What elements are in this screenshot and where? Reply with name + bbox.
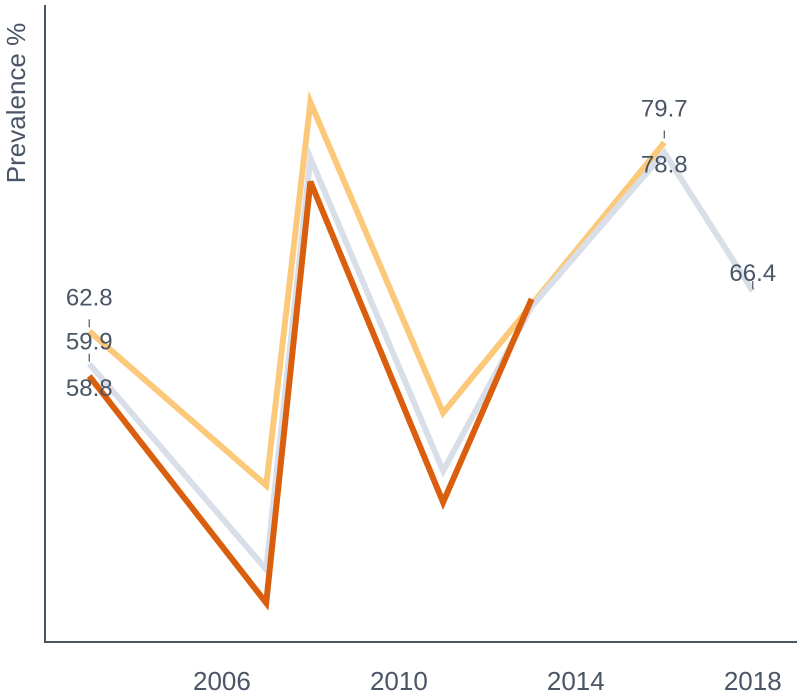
x-tick-label: 2006 xyxy=(193,666,251,696)
x-tick-labels: 2006 2010 2014 2018 xyxy=(193,666,782,696)
series-line-3 xyxy=(86,180,535,611)
data-label: 58.8 xyxy=(66,375,113,402)
x-tick-label: 2010 xyxy=(370,666,428,696)
y-axis-label: Prevalence % xyxy=(1,23,31,183)
series-line-2 xyxy=(86,146,756,577)
x-tick-label: 2018 xyxy=(724,666,782,696)
series-lines xyxy=(86,90,756,611)
data-label: 79.7 xyxy=(641,95,688,122)
data-label: 66.4 xyxy=(729,260,776,287)
data-label: 78.8 xyxy=(641,152,688,179)
data-label: 59.9 xyxy=(66,329,113,356)
data-label: 62.8 xyxy=(66,284,113,311)
data-labels: 62.8 79.7 59.9 78.8 66.4 58.8 xyxy=(66,95,776,402)
x-tick-label: 2014 xyxy=(547,666,605,696)
series-line-1 xyxy=(87,90,667,492)
